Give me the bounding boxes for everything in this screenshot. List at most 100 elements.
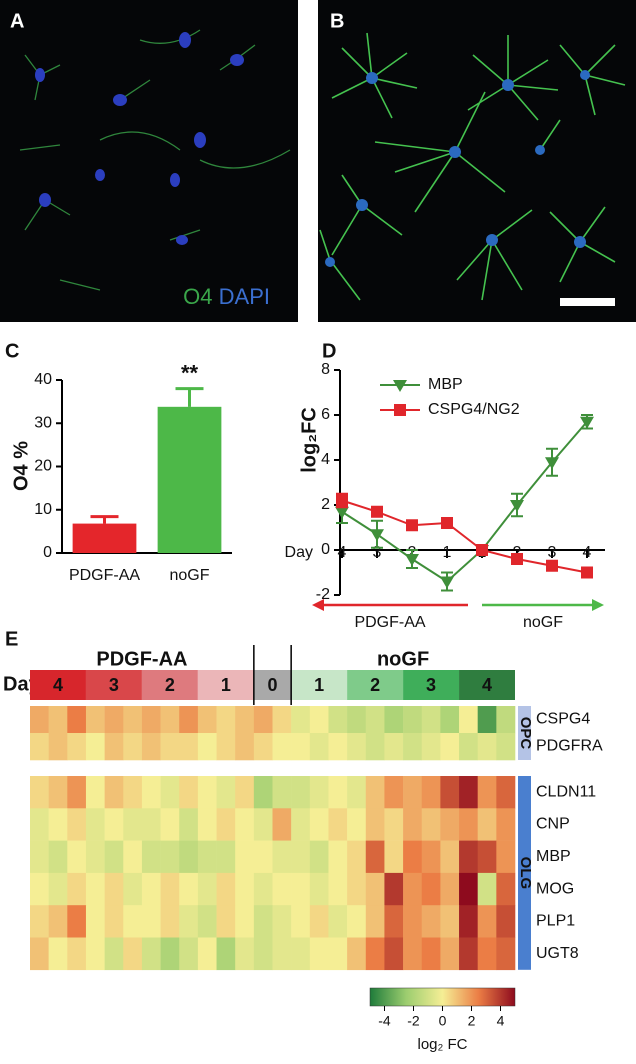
heatmap-cell <box>197 706 217 734</box>
heatmap-cell <box>197 872 217 906</box>
heatmap-cell <box>67 776 87 809</box>
x-tick-label: 1 <box>443 544 452 561</box>
heatmap-cell <box>141 808 161 841</box>
day-block <box>347 670 404 700</box>
heatmap-cell <box>30 872 49 906</box>
heatmap-cell <box>403 905 423 938</box>
heatmap-cell <box>216 840 236 874</box>
heatmap-cell <box>141 872 161 906</box>
heatmap-cell <box>48 840 68 874</box>
y-tick-label: 2 <box>321 496 330 513</box>
heatmap-cell <box>496 733 516 761</box>
heatmap-cell <box>403 706 423 734</box>
heatmap-cell <box>384 872 404 906</box>
x-tick-label: 4 <box>583 544 592 561</box>
y-axis-label: O4 % <box>10 441 32 491</box>
heatmap-cell <box>328 706 348 734</box>
heatmap-cell <box>384 776 404 809</box>
heatmap-cell <box>365 733 385 761</box>
heatmap-cell <box>403 776 423 809</box>
heatmap-cell <box>67 840 87 874</box>
marker <box>393 380 407 392</box>
x-tick-label: noGF <box>169 567 209 584</box>
heatmap-cell <box>421 840 441 874</box>
heatmap-cell <box>30 706 49 734</box>
heatmap-cell <box>179 808 199 841</box>
gene-label: CSPG4 <box>536 711 590 728</box>
heatmap-cell <box>160 840 180 874</box>
y-tick-label: 8 <box>321 361 330 378</box>
heatmap-cell <box>328 840 348 874</box>
heatmap-cell <box>403 937 423 971</box>
heatmap-cell <box>30 776 49 809</box>
colorbar-tick-label: -2 <box>407 1013 420 1029</box>
heatmap-cell <box>197 905 217 938</box>
heatmap-cell <box>365 706 385 734</box>
heatmap-cell <box>67 733 87 761</box>
row-group-bar <box>518 776 531 970</box>
heatmap-cell <box>123 776 143 809</box>
heatmap-cell <box>309 872 329 906</box>
legend-label: CSPG4/NG2 <box>428 401 520 418</box>
heatmap-cell <box>216 872 236 906</box>
gene-label: CNP <box>536 816 570 833</box>
heatmap-cell <box>48 776 68 809</box>
heatmap-cell <box>104 733 124 761</box>
stain-legend: O4 DAPI <box>183 284 270 309</box>
y-tick-label: 30 <box>34 414 52 431</box>
heatmap-cell <box>421 905 441 938</box>
heatmap-cell <box>67 808 87 841</box>
heatmap-cell <box>30 937 49 971</box>
heatmap-cell <box>272 733 292 761</box>
heatmap-cell <box>235 840 255 874</box>
heatmap-cell <box>235 937 255 971</box>
heatmap-cell <box>403 808 423 841</box>
heatmap-cell <box>403 872 423 906</box>
heatmap-cell <box>104 905 124 938</box>
x-tick-label: 3 <box>548 544 557 561</box>
heatmap-cell <box>291 706 311 734</box>
heatmap-cell <box>30 840 49 874</box>
heatmap-cell <box>104 776 124 809</box>
heatmap-cell <box>421 808 441 841</box>
y-tick-label: 6 <box>321 406 330 423</box>
heatmap-cell <box>235 733 255 761</box>
heatmap-cell <box>48 733 68 761</box>
significance: ** <box>181 360 199 385</box>
heatmap-cell <box>216 776 236 809</box>
heatmap-cell <box>179 776 199 809</box>
marker <box>441 517 453 529</box>
panel-label: C <box>5 340 19 362</box>
heatmap-cell <box>291 808 311 841</box>
row-group-label: OPC <box>517 717 534 750</box>
heatmap-cell <box>216 808 236 841</box>
heatmap-cell <box>384 808 404 841</box>
heatmap-cell <box>179 872 199 906</box>
heatmap-cell <box>48 905 68 938</box>
heatmap-cell <box>365 872 385 906</box>
heatmap-cell <box>440 733 460 761</box>
heatmap-cell <box>365 840 385 874</box>
heatmap-cell <box>440 937 460 971</box>
heatmap-cell <box>160 808 180 841</box>
heatmap-cell <box>365 905 385 938</box>
heatmap-cell <box>459 937 478 971</box>
heatmap-cell <box>272 872 292 906</box>
day-block-label: 0 <box>267 675 277 695</box>
heatmap-cell <box>67 706 87 734</box>
heatmap-cell <box>328 733 348 761</box>
heatmap-cell <box>291 905 311 938</box>
heatmap-cell <box>141 706 161 734</box>
y-tick-label: 0 <box>43 544 52 561</box>
colorbar <box>369 987 516 1007</box>
day-block-label: 4 <box>53 675 63 695</box>
heatmap-cell <box>253 905 273 938</box>
heatmap-cell <box>253 733 273 761</box>
y-tick-label: 40 <box>34 371 52 388</box>
colorbar-tick-label: -4 <box>378 1013 391 1029</box>
heatmap-cell <box>347 706 367 734</box>
heatmap-cell <box>67 905 87 938</box>
heatmap-cell <box>496 776 516 809</box>
heatmap-cell <box>477 872 497 906</box>
heatmap-cell <box>347 808 367 841</box>
